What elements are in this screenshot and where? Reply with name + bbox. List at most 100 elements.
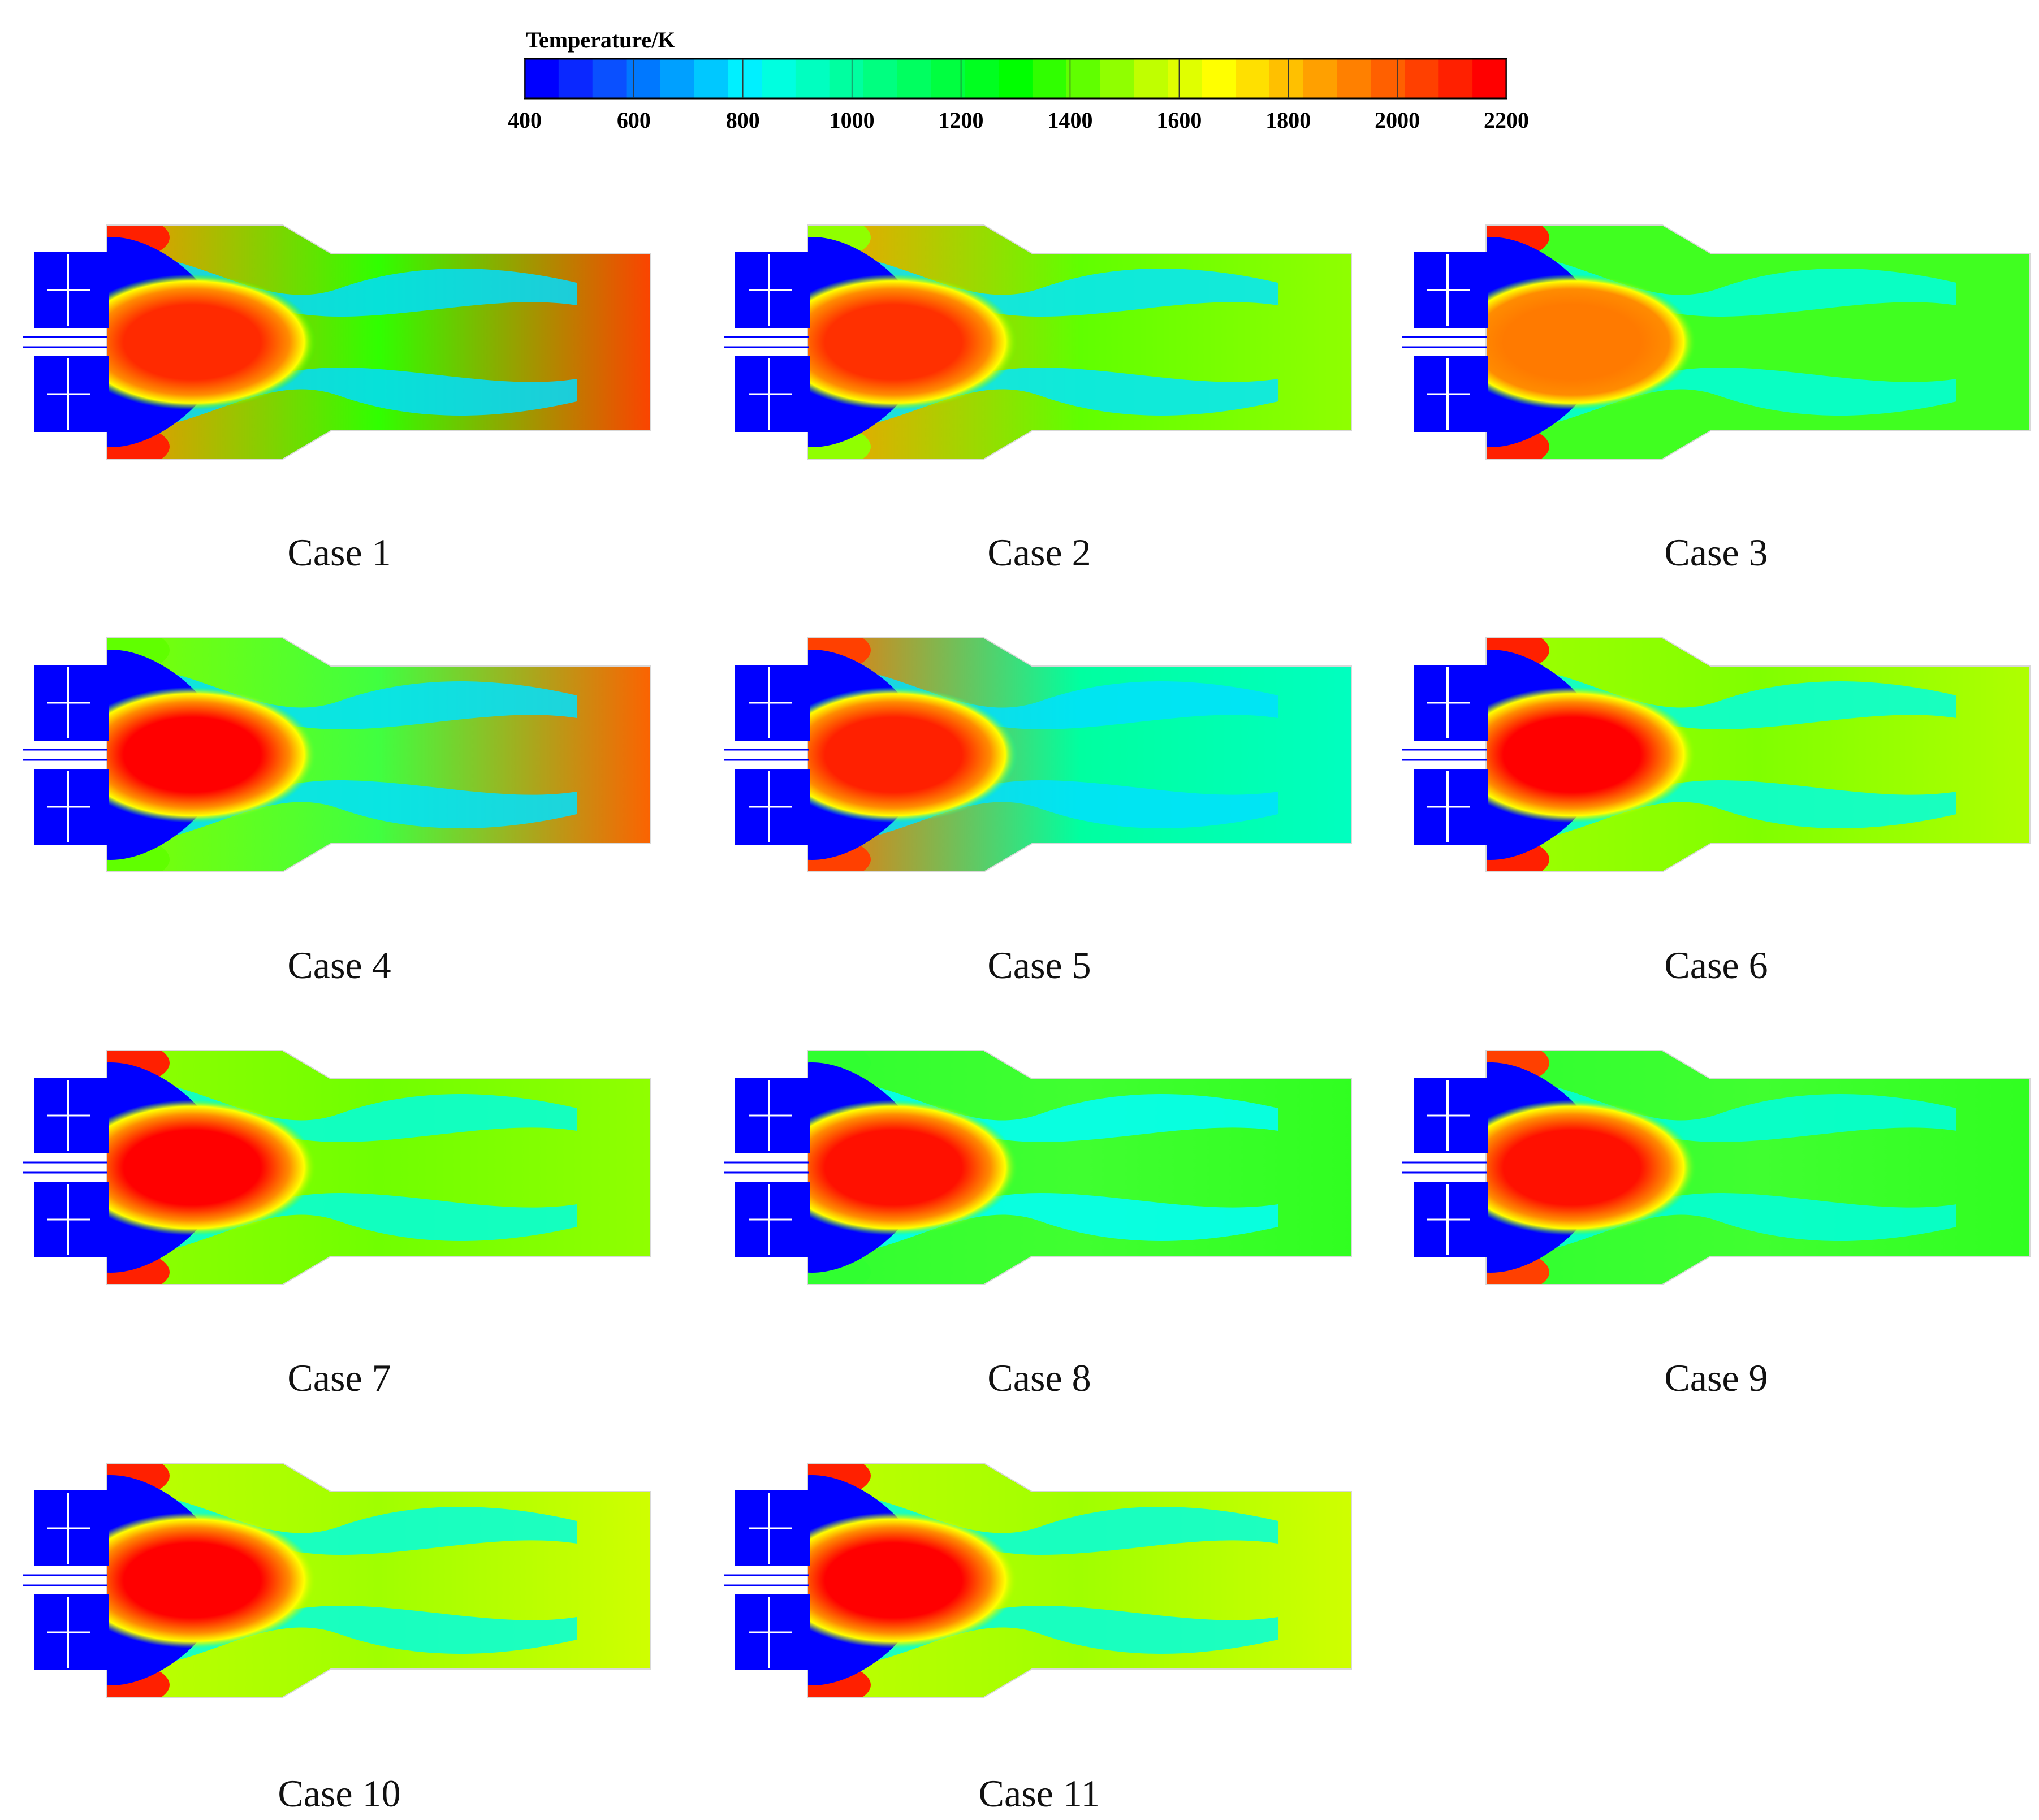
combustor-outline [1485,224,2031,460]
case-label: Case 5 [987,944,1091,987]
case-label: Case 9 [1664,1356,1768,1399]
hot-core [807,687,1018,823]
combustor-outline [1485,1050,2031,1285]
hot-core [807,1100,1018,1235]
colorbar-swatch [795,59,830,98]
case-panel [1402,1050,2031,1285]
shear-layer [1486,1193,1956,1257]
colorbar-tick-labels: 400 600 800 1000 1200 1400 1600 1800 2000 2200 [508,59,1529,133]
shear-layer [106,1193,577,1257]
hot-core [807,274,1018,410]
hot-core [106,1100,317,1235]
case-label: Case 11 [979,1772,1100,1815]
colorbar-swatch [999,59,1033,98]
colorbar-tick-label: 800 [726,107,760,133]
shear-layer [807,368,1278,431]
colorbar-tick-label: 2200 [1484,107,1529,133]
case-label: Case 1 [287,531,391,574]
shear-layer [106,253,577,317]
colorbar-tick-label: 1600 [1156,107,1202,133]
temperature-field [807,1463,1351,1697]
colorbar-swatch [1405,59,1439,98]
shear-layer [807,1606,1278,1670]
shear-layer [807,253,1278,317]
case-label: Case 3 [1664,531,1768,574]
shear-layer [1486,780,1956,844]
temperature-field [1486,225,2030,459]
case-label: Case 6 [1664,944,1768,987]
hot-core [106,274,317,410]
swirler-inlet [724,1490,810,1670]
shear-layer [106,1078,577,1142]
swirler-inlet [23,1078,109,1257]
colorbar-swatch [1269,59,1304,98]
shear-layer [1486,1078,1956,1142]
shear-layer [106,368,577,431]
shear-layer [1486,368,1956,431]
hot-core [106,1512,317,1648]
case-label: Case 8 [987,1356,1091,1399]
shear-layer [1486,665,1956,729]
shear-layer [807,1078,1278,1142]
combustor-outline [807,1463,1352,1698]
colorbar-swatch [863,59,898,98]
shear-layer [807,780,1278,844]
temperature-field [807,1051,1351,1285]
combustor-outline [106,1463,651,1698]
combustor-outline [106,1050,651,1285]
shear-layer [106,1491,577,1555]
colorbar-swatch [1134,59,1168,98]
case-panels: Case 1 Case 2 Case 3 Case 4 Case 5 Case 6 Case… [23,224,2031,1815]
swirler-inlet [1402,665,1488,845]
shear-layer [1486,253,1956,317]
colorbar-title: Temperature/K [526,27,675,53]
colorbar-swatch [1202,59,1236,98]
hot-core [807,1512,1018,1648]
case-label: Case 10 [278,1772,400,1815]
case-label: Case 4 [287,944,391,987]
temperature-field [1486,638,2030,872]
temperature-field [106,1463,650,1697]
colorbar-swatch [897,59,931,98]
hot-core [106,687,317,823]
colorbar-swatch [592,59,627,98]
combustor-outline [807,224,1352,460]
swirler-inlet [1402,252,1488,432]
colorbar-tick-label: 2000 [1375,107,1420,133]
shear-layer [106,780,577,844]
colorbar-swatch [1100,59,1135,98]
swirler-inlet [1402,1078,1488,1257]
shear-layer [807,1193,1278,1257]
combustor-outline [106,637,651,872]
case-panel [23,224,651,460]
case-label: Case 7 [287,1356,391,1399]
colorbar-swatch [1371,59,1406,98]
swirler-inlet [724,1078,810,1257]
colorbar-swatch [1303,59,1338,98]
colorbar-swatch [762,59,796,98]
case-panel [23,637,651,872]
case-panel [724,1463,1352,1698]
shear-layer [807,665,1278,729]
swirler-inlet [724,252,810,432]
colorbar-tick-label: 400 [508,107,542,133]
temperature-field [106,225,650,459]
case-panel [724,1050,1352,1285]
colorbar-swatch [1168,59,1202,98]
colorbar-swatches [525,59,1507,98]
shear-layer [106,1606,577,1670]
hot-core [1486,1100,1696,1235]
temperature-field [807,225,1351,459]
combustor-outline [106,224,651,460]
shear-layer [106,665,577,729]
colorbar-swatch [931,59,965,98]
temperature-field [1486,1051,2030,1285]
colorbar-swatch [1032,59,1067,98]
case-panel [23,1463,651,1698]
colorbar-swatch [1236,59,1270,98]
case-panel [23,1050,651,1285]
colorbar-tick-label: 1400 [1047,107,1092,133]
case-panel [724,224,1352,460]
colorbar-tick-label: 1000 [830,107,875,133]
colorbar-swatch [1337,59,1372,98]
